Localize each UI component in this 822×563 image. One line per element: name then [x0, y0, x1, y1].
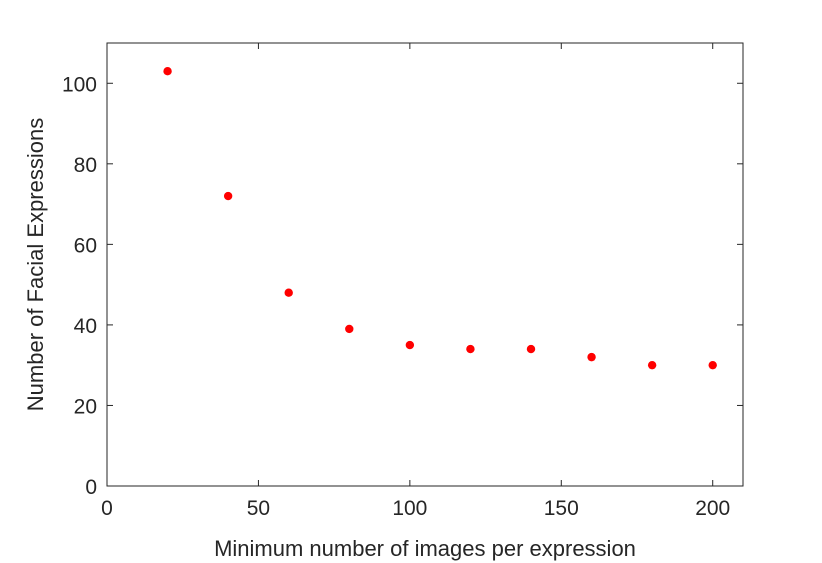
x-tick-label: 150 [544, 497, 579, 520]
y-tick-label: 60 [74, 234, 97, 257]
x-tick-label: 0 [101, 497, 113, 520]
data-point [163, 66, 172, 76]
data-point [466, 344, 475, 354]
data-point [526, 344, 536, 354]
data-point [708, 360, 717, 370]
data-point [284, 288, 293, 297]
y-tick-label: 40 [74, 315, 97, 338]
y-tick-label: 0 [85, 476, 97, 499]
data-point [647, 360, 657, 370]
axis-ticks: 0 50 100 150 200 0 20 40 60 80 100 [62, 43, 743, 520]
x-tick-label: 200 [695, 497, 730, 520]
x-tick-label: 100 [392, 497, 427, 520]
plot-area [106, 42, 744, 487]
y-tick-label: 100 [62, 73, 97, 96]
data-point [345, 324, 354, 334]
data-point [405, 340, 415, 350]
x-axis-label: Minimum number of images per expression [214, 536, 636, 561]
x-tick-label: 50 [247, 497, 270, 520]
y-tick-label: 20 [74, 395, 97, 418]
data-point [223, 191, 233, 201]
y-axis-label: Number of Facial Expressions [23, 118, 48, 411]
y-tick-label: 80 [74, 154, 97, 177]
data-points [163, 66, 717, 370]
data-point [587, 352, 596, 362]
